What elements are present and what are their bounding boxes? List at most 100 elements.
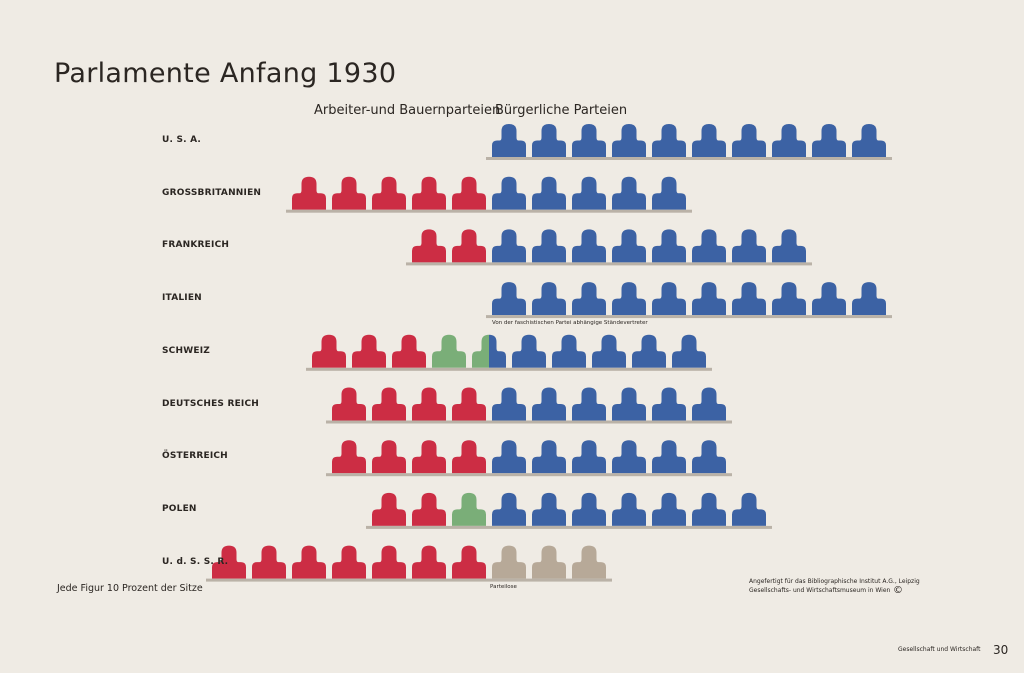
segment-blue — [492, 176, 686, 210]
figure-red — [372, 545, 406, 579]
figure-red — [332, 176, 366, 210]
figure-blue — [612, 229, 646, 263]
figure-red — [452, 387, 486, 421]
figure-blue — [572, 440, 606, 474]
figure-red — [412, 545, 446, 579]
copyright-mark: © — [893, 585, 903, 596]
row-label: ÖSTERREICH — [162, 451, 228, 462]
segment-red — [332, 387, 486, 421]
figure-red — [452, 176, 486, 210]
figure-blue — [852, 124, 886, 157]
row-note: Parteilose — [490, 583, 517, 590]
figure-red — [312, 334, 346, 368]
bench-line — [486, 157, 892, 160]
figure-blue — [572, 229, 606, 263]
figure-red — [292, 176, 326, 210]
figure-red — [372, 440, 406, 474]
row-label: FRANKREICH — [162, 240, 230, 251]
segment-tan — [492, 545, 606, 579]
segment-blue — [492, 124, 886, 157]
figure-blue — [532, 282, 566, 316]
figure-blue — [652, 124, 686, 157]
figure-red — [352, 334, 386, 368]
figure-blue — [732, 124, 766, 157]
figure-red — [452, 545, 486, 579]
chart-title: Parlamente Anfang 1930 — [54, 58, 397, 89]
figure-red — [452, 440, 486, 474]
group-label-workers: Arbeiter-und Bauernparteien — [314, 103, 501, 118]
figure-blue — [612, 492, 646, 526]
figure-blue — [692, 282, 726, 316]
figure-blue — [772, 229, 806, 263]
row-label: U. d. S. S. R. — [162, 556, 229, 567]
figure-red — [332, 387, 366, 421]
figure-blue — [812, 282, 846, 316]
figure-red — [292, 545, 326, 579]
figure-blue — [532, 176, 566, 210]
bench-line — [326, 473, 732, 477]
bench-line — [366, 525, 772, 529]
bench-line — [406, 262, 812, 266]
credit-line-2: Gesellschafts- und Wirtschaftsmuseum in … — [749, 587, 891, 594]
figure-blue — [652, 282, 686, 316]
figure-blue — [612, 440, 646, 474]
segment-blue — [492, 229, 806, 263]
figure-blue — [572, 492, 606, 526]
figure-red — [412, 229, 446, 263]
figure-blue — [652, 387, 686, 421]
row-label: SCHWEIZ — [162, 345, 210, 356]
bench-line — [286, 209, 692, 213]
row-label: GROSSBRITANNIEN — [162, 187, 262, 198]
figure-green — [432, 334, 466, 368]
figure-blue — [572, 176, 606, 210]
figure-blue — [492, 387, 526, 421]
figure-blue — [652, 492, 686, 526]
figure-red — [412, 387, 446, 421]
row-label: U. S. A. — [162, 135, 202, 145]
figure-blue — [532, 492, 566, 526]
figure-blue — [732, 229, 766, 263]
figure-red — [372, 387, 406, 421]
bench-line — [306, 367, 712, 371]
segment-blue — [492, 282, 886, 316]
figure-blue — [612, 387, 646, 421]
credit: Angefertigt für das Bibliographische Ins… — [749, 577, 920, 595]
figure-blue — [852, 282, 886, 316]
row-label: DEUTSCHES REICH — [162, 398, 260, 409]
segment-red — [332, 440, 486, 474]
page-number: 30 — [993, 643, 1009, 657]
figure-blue — [692, 387, 726, 421]
figure-blue — [772, 282, 806, 316]
figure-red — [252, 545, 286, 579]
row-label: ITALIEN — [162, 293, 202, 304]
figure-blue — [572, 387, 606, 421]
figure-blue — [652, 229, 686, 263]
credit-line-1: Angefertigt für das Bibliographische Ins… — [749, 578, 920, 585]
bench-line — [206, 578, 612, 582]
figure-blue — [732, 492, 766, 526]
figure-red — [372, 176, 406, 210]
figure-blue — [532, 229, 566, 263]
segment-blue — [492, 387, 726, 421]
figure-tan — [532, 545, 566, 579]
figure-tan — [492, 545, 526, 579]
figure-blue — [532, 124, 566, 157]
figure-blue — [492, 124, 526, 157]
figure-blue — [812, 124, 846, 157]
figure-red — [452, 229, 486, 263]
figure-green — [452, 492, 486, 526]
figure-blue — [492, 229, 526, 263]
segment-blue — [492, 440, 726, 474]
segment-red — [412, 229, 486, 263]
segment-red — [212, 545, 486, 579]
figure-blue — [692, 440, 726, 474]
segment-blue — [489, 334, 706, 368]
figure-blue — [552, 334, 586, 368]
figure-blue — [652, 440, 686, 474]
figure-blue — [492, 492, 526, 526]
figure-red — [332, 440, 366, 474]
figure-red — [412, 440, 446, 474]
figure-blue — [572, 282, 606, 316]
figure-red — [412, 176, 446, 210]
